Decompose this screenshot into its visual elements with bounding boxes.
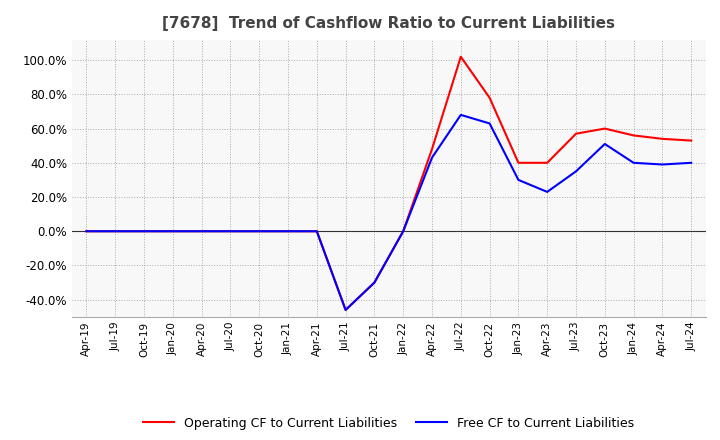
Legend: Operating CF to Current Liabilities, Free CF to Current Liabilities: Operating CF to Current Liabilities, Fre…	[138, 412, 639, 435]
Operating CF to Current Liabilities	[572, 131, 580, 136]
Free CF to Current Liabilities	[514, 177, 523, 183]
Free CF to Current Liabilities	[629, 160, 638, 165]
Title: [7678]  Trend of Cashflow Ratio to Current Liabilities: [7678] Trend of Cashflow Ratio to Curren…	[162, 16, 616, 32]
Free CF to Current Liabilities	[168, 229, 177, 234]
Free CF to Current Liabilities	[543, 189, 552, 194]
Operating CF to Current Liabilities	[111, 229, 120, 234]
Free CF to Current Liabilities	[600, 141, 609, 147]
Operating CF to Current Liabilities	[168, 229, 177, 234]
Free CF to Current Liabilities	[82, 229, 91, 234]
Free CF to Current Liabilities	[399, 229, 408, 234]
Free CF to Current Liabilities	[687, 160, 696, 165]
Line: Free CF to Current Liabilities: Free CF to Current Liabilities	[86, 115, 691, 310]
Operating CF to Current Liabilities	[197, 229, 206, 234]
Free CF to Current Liabilities	[255, 229, 264, 234]
Operating CF to Current Liabilities	[514, 160, 523, 165]
Operating CF to Current Liabilities	[140, 229, 148, 234]
Operating CF to Current Liabilities	[485, 95, 494, 100]
Operating CF to Current Liabilities	[399, 229, 408, 234]
Free CF to Current Liabilities	[572, 169, 580, 174]
Operating CF to Current Liabilities	[687, 138, 696, 143]
Free CF to Current Liabilities	[140, 229, 148, 234]
Operating CF to Current Liabilities	[312, 229, 321, 234]
Operating CF to Current Liabilities	[543, 160, 552, 165]
Operating CF to Current Liabilities	[255, 229, 264, 234]
Free CF to Current Liabilities	[226, 229, 235, 234]
Free CF to Current Liabilities	[370, 280, 379, 285]
Operating CF to Current Liabilities	[600, 126, 609, 131]
Free CF to Current Liabilities	[111, 229, 120, 234]
Operating CF to Current Liabilities	[341, 307, 350, 312]
Free CF to Current Liabilities	[284, 229, 292, 234]
Free CF to Current Liabilities	[658, 162, 667, 167]
Operating CF to Current Liabilities	[82, 229, 91, 234]
Free CF to Current Liabilities	[428, 155, 436, 160]
Operating CF to Current Liabilities	[456, 54, 465, 59]
Free CF to Current Liabilities	[197, 229, 206, 234]
Operating CF to Current Liabilities	[629, 133, 638, 138]
Operating CF to Current Liabilities	[284, 229, 292, 234]
Operating CF to Current Liabilities	[226, 229, 235, 234]
Operating CF to Current Liabilities	[658, 136, 667, 142]
Free CF to Current Liabilities	[485, 121, 494, 126]
Free CF to Current Liabilities	[312, 229, 321, 234]
Free CF to Current Liabilities	[456, 112, 465, 117]
Operating CF to Current Liabilities	[428, 147, 436, 152]
Free CF to Current Liabilities	[341, 307, 350, 312]
Line: Operating CF to Current Liabilities: Operating CF to Current Liabilities	[86, 57, 691, 310]
Operating CF to Current Liabilities	[370, 280, 379, 285]
